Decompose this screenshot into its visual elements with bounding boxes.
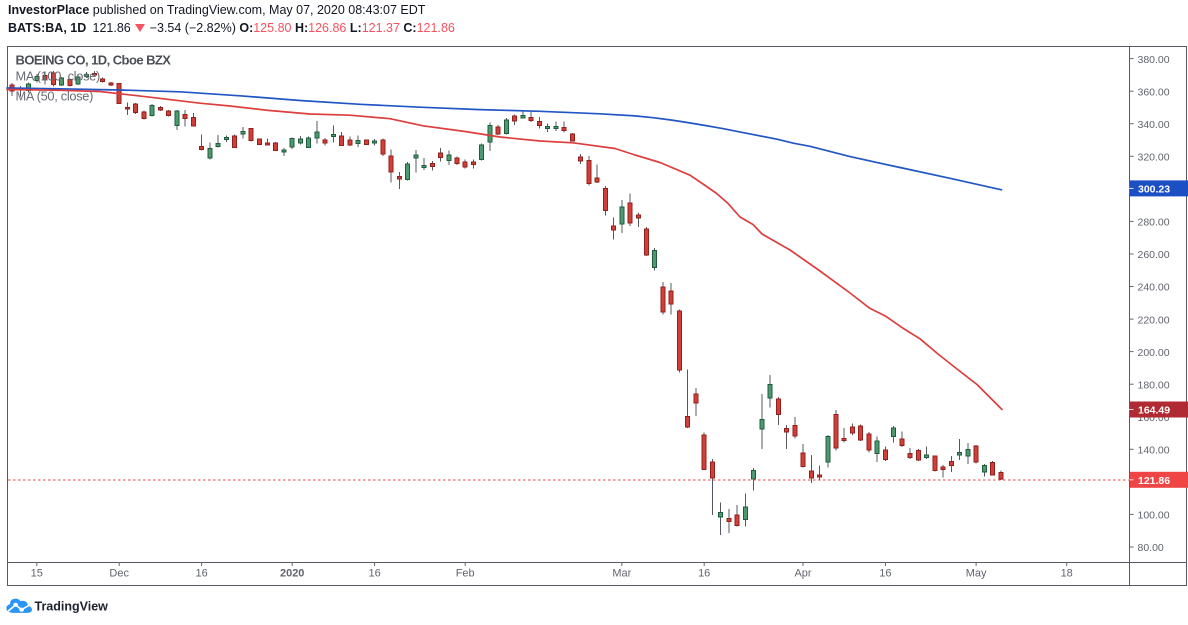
svg-text:18: 18 (1061, 568, 1073, 580)
svg-text:164.49: 164.49 (1138, 405, 1170, 417)
svg-text:380.00: 380.00 (1138, 54, 1170, 66)
svg-text:300.23: 300.23 (1138, 184, 1170, 196)
svg-text:BOEING CO, 1D, Cboe BZX: BOEING CO, 1D, Cboe BZX (16, 52, 172, 67)
svg-text:220.00: 220.00 (1138, 314, 1170, 326)
svg-text:320.00: 320.00 (1138, 152, 1170, 164)
svg-text:360.00: 360.00 (1138, 86, 1170, 98)
svg-text:Mar: Mar (612, 568, 631, 580)
svg-text:140.00: 140.00 (1138, 445, 1170, 457)
svg-text:340.00: 340.00 (1138, 119, 1170, 131)
svg-text:15: 15 (31, 568, 43, 580)
svg-text:Apr: Apr (794, 568, 811, 580)
svg-text:16: 16 (879, 568, 891, 580)
svg-text:260.00: 260.00 (1138, 249, 1170, 261)
svg-text:200.00: 200.00 (1138, 347, 1170, 359)
svg-text:121.86: 121.86 (1138, 475, 1170, 487)
svg-text:80.00: 80.00 (1138, 542, 1164, 554)
svg-text:May: May (966, 568, 987, 580)
svg-text:240.00: 240.00 (1138, 282, 1170, 294)
svg-text:TradingView: TradingView (35, 599, 109, 613)
svg-text:16: 16 (368, 568, 380, 580)
svg-text:16: 16 (195, 568, 207, 580)
svg-text:100.00: 100.00 (1138, 510, 1170, 522)
svg-text:2020: 2020 (280, 568, 304, 580)
svg-text:280.00: 280.00 (1138, 217, 1170, 229)
svg-text:16: 16 (698, 568, 710, 580)
svg-text:Feb: Feb (456, 568, 475, 580)
svg-text:MA (100, close): MA (100, close) (16, 69, 100, 84)
svg-text:MA (50, close): MA (50, close) (16, 88, 94, 103)
svg-text:Dec: Dec (109, 568, 129, 580)
svg-text:180.00: 180.00 (1138, 379, 1170, 391)
